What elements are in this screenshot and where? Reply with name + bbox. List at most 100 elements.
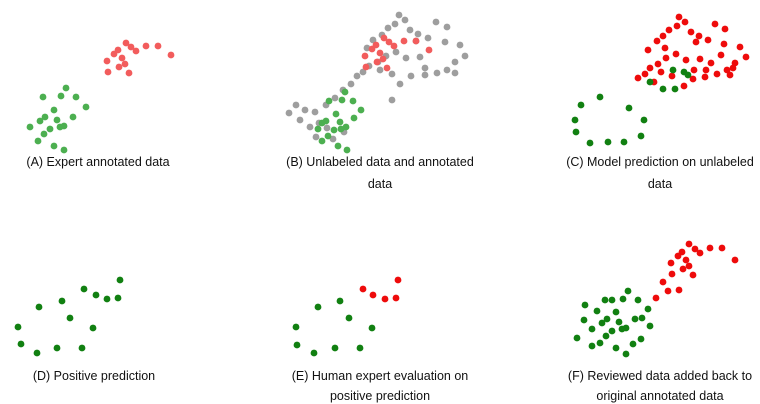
scatter-point-positive <box>373 58 381 66</box>
scatter-point-positive <box>127 43 135 51</box>
caption-e-line-2: positive prediction <box>330 389 430 403</box>
scatter-point-negative <box>56 123 64 131</box>
scatter-point-negative <box>608 327 616 335</box>
scatter-point-negative <box>638 314 646 322</box>
scatter-point-negative <box>14 323 22 331</box>
scatter-point-negative <box>612 308 620 316</box>
scatter-point-unlabeled <box>376 66 384 74</box>
scatter-point-negative <box>640 116 648 124</box>
scatter-point-negative <box>336 297 344 305</box>
scatter-point-positive <box>390 42 398 50</box>
scatter-point-positive <box>103 57 111 65</box>
scatter-point-positive <box>652 294 660 302</box>
scatter-point-positive <box>668 72 676 80</box>
scatter-point-unlabeled <box>395 11 403 19</box>
scatter-point-unlabeled <box>384 24 392 32</box>
scatter-point-positive <box>359 285 367 293</box>
scatter-point-positive <box>154 42 162 50</box>
scatter-point-unlabeled <box>311 108 319 116</box>
scatter-point-negative <box>58 297 66 305</box>
scatter-point-negative <box>72 93 80 101</box>
scatter-point-positive <box>675 13 683 21</box>
scatter-point-negative <box>50 142 58 150</box>
scatter-point-positive <box>634 74 642 82</box>
scatter-point-negative <box>36 117 44 125</box>
scatter-point-negative <box>646 322 654 330</box>
scatter-point-positive <box>736 43 744 51</box>
scatter-point-negative <box>40 130 48 138</box>
scatter-point-negative <box>60 146 68 154</box>
caption-e-line-1: (E) Human expert evaluation on <box>292 369 469 383</box>
scatter-point-negative <box>331 344 339 352</box>
scatter-point-unlabeled <box>414 30 422 38</box>
scatter-point-positive <box>726 71 734 79</box>
scatter-point-positive <box>644 46 652 54</box>
scatter-point-negative <box>325 97 333 105</box>
scatter-point-negative <box>89 324 97 332</box>
scatter-point-positive <box>706 244 714 252</box>
scatter-point-negative <box>634 296 642 304</box>
scatter-point-negative <box>318 137 326 145</box>
scatter-point-positive <box>132 47 140 55</box>
scatter-point-unlabeled <box>443 66 451 74</box>
scatter-point-negative <box>601 296 609 304</box>
scatter-point-negative <box>50 106 58 114</box>
scatter-point-negative <box>62 84 70 92</box>
scatter-point-positive <box>680 82 688 90</box>
scatter-point-negative <box>624 287 632 295</box>
scatter-point-positive <box>731 256 739 264</box>
scatter-point-negative <box>571 116 579 124</box>
scatter-point-unlabeled <box>301 106 309 114</box>
panel-a-scatter <box>26 39 175 154</box>
scatter-point-negative <box>78 344 86 352</box>
scatter-point-unlabeled <box>312 133 320 141</box>
scatter-point-positive <box>691 245 699 253</box>
scatter-point-negative <box>53 344 61 352</box>
scatter-point-negative <box>357 106 365 114</box>
scatter-point-negative <box>629 340 637 348</box>
scatter-point-negative <box>324 132 332 140</box>
scatter-point-positive <box>121 60 129 68</box>
scatter-point-unlabeled <box>421 71 429 79</box>
scatter-point-negative <box>17 340 25 348</box>
scatter-point-negative <box>53 116 61 124</box>
scatter-point-negative <box>684 71 692 79</box>
scatter-point-unlabeled <box>396 80 404 88</box>
scatter-point-unlabeled <box>296 116 304 124</box>
scatter-point-unlabeled <box>353 72 361 80</box>
scatter-point-positive <box>681 18 689 26</box>
scatter-point-positive <box>664 287 672 295</box>
scatter-point-negative <box>80 285 88 293</box>
scatter-point-positive <box>425 46 433 54</box>
scatter-point-negative <box>619 295 627 303</box>
scatter-point-negative <box>46 125 54 133</box>
scatter-point-positive <box>167 51 175 59</box>
scatter-point-unlabeled <box>416 53 424 61</box>
caption-b-line-2: data <box>368 177 392 191</box>
scatter-point-negative <box>604 138 612 146</box>
scatter-point-unlabeled <box>359 68 367 76</box>
scatter-point-negative <box>82 103 90 111</box>
scatter-point-unlabeled <box>369 36 377 44</box>
scatter-point-negative <box>659 85 667 93</box>
scatter-point-negative <box>34 137 42 145</box>
scatter-point-positive <box>122 39 130 47</box>
scatter-point-unlabeled <box>402 54 410 62</box>
scatter-point-negative <box>293 341 301 349</box>
scatter-point-negative <box>637 335 645 343</box>
scatter-point-unlabeled <box>391 20 399 28</box>
scatter-point-positive <box>687 28 695 36</box>
scatter-point-unlabeled <box>441 38 449 46</box>
scatter-point-negative <box>341 88 349 96</box>
scatter-point-negative <box>350 114 358 122</box>
scatter-point-positive <box>368 45 376 53</box>
scatter-point-positive <box>369 291 377 299</box>
scatter-point-negative <box>637 132 645 140</box>
scatter-point-positive <box>701 73 709 81</box>
scatter-point-positive <box>661 44 669 52</box>
scatter-point-positive <box>685 262 693 270</box>
scatter-point-negative <box>314 303 322 311</box>
scatter-point-positive <box>115 63 123 71</box>
scatter-point-positive <box>142 42 150 50</box>
